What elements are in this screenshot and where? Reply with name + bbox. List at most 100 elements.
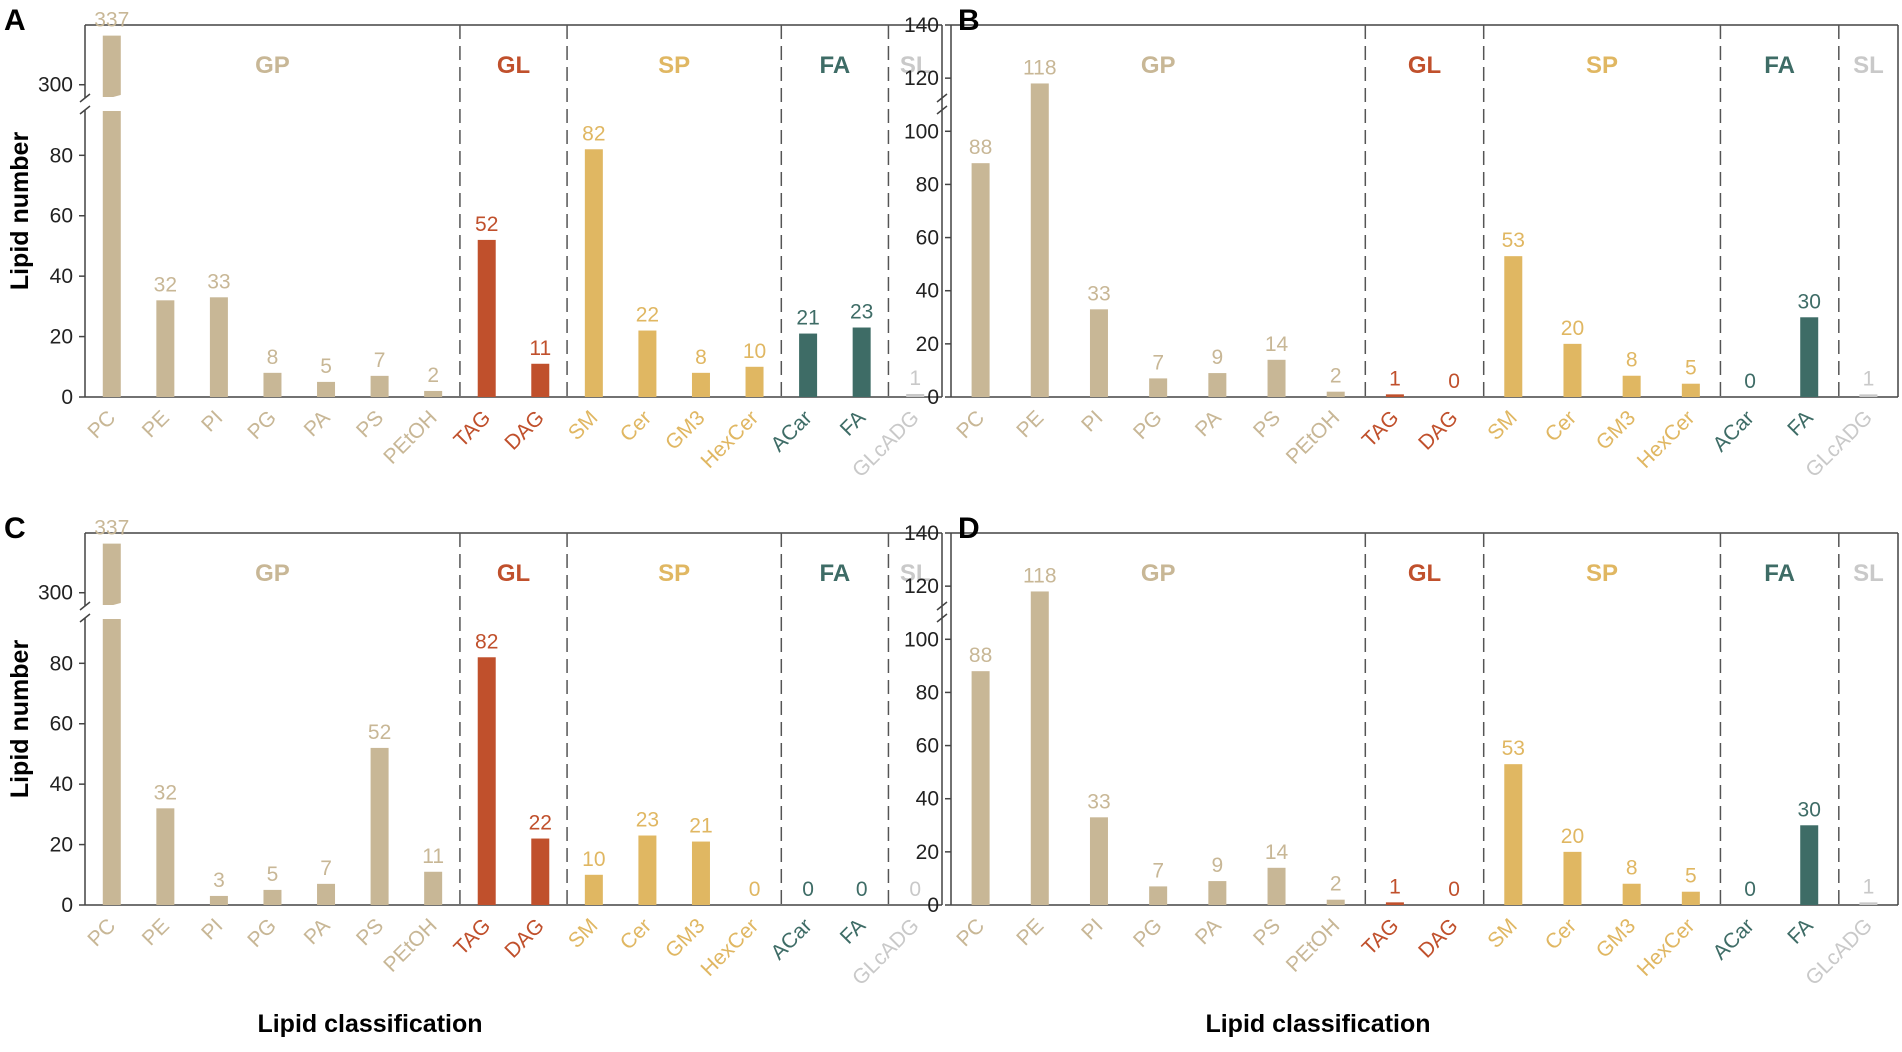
category-label-pg: PG	[1129, 406, 1167, 444]
panel-letter: C	[4, 512, 26, 545]
category-label-ps: PS	[1249, 914, 1285, 950]
bar-glcadg	[1859, 394, 1878, 397]
category-label-tag: TAG	[1358, 914, 1404, 960]
value-label-glcadg: 1	[909, 367, 921, 390]
bar-tag	[477, 239, 496, 397]
y-tick-label: 300	[38, 582, 73, 605]
bar-fa	[852, 327, 871, 397]
bar-tag	[1385, 394, 1404, 397]
value-label-tag: 52	[475, 213, 498, 236]
category-label-pe: PE	[138, 914, 174, 950]
category-label-fa: FA	[836, 914, 870, 948]
value-label-pc: 337	[94, 9, 129, 32]
bar-cer	[1563, 851, 1582, 905]
bar-dag	[531, 363, 550, 397]
category-label-pi: PI	[1077, 406, 1107, 436]
value-label-gm3: 8	[695, 346, 707, 369]
y-tick-label: 300	[38, 74, 73, 97]
bar-hexcer	[1681, 891, 1700, 905]
bar-pg	[1149, 886, 1168, 905]
bar-dag	[531, 838, 550, 905]
value-label-tag: 82	[475, 630, 498, 653]
value-label-pe: 118	[1023, 56, 1056, 79]
category-label-ps: PS	[352, 914, 388, 950]
category-label-pi: PI	[197, 406, 227, 436]
bar-petoh	[1326, 899, 1345, 905]
axis-break-mark-right	[936, 93, 948, 115]
y-tick-label: 20	[50, 326, 73, 349]
category-label-pa: PA	[1191, 406, 1226, 441]
y-tick-label: 0	[61, 386, 73, 409]
bar-pe	[156, 300, 175, 397]
value-label-sm: 53	[1502, 737, 1525, 760]
bar-ps	[370, 747, 389, 905]
group-label-sl: SL	[900, 52, 931, 79]
y-tick-label: 80	[50, 144, 73, 167]
group-label-sp: SP	[658, 52, 690, 79]
value-label-hexcer: 10	[743, 340, 766, 363]
y-tick-label: 0	[927, 386, 939, 409]
category-label-dag: DAG	[1414, 914, 1462, 962]
value-label-ps: 14	[1265, 841, 1289, 864]
value-label-hexcer: 0	[749, 878, 761, 901]
category-label-ps: PS	[1249, 406, 1285, 442]
value-label-tag: 1	[1389, 875, 1401, 898]
bar-break-edge	[100, 602, 124, 612]
value-label-pg: 7	[1152, 859, 1164, 882]
value-label-pc: 88	[969, 644, 992, 667]
value-label-cer: 22	[636, 304, 659, 327]
group-label-sp: SP	[658, 560, 690, 587]
bar-pi	[1089, 817, 1108, 905]
axis-break-mark	[79, 93, 91, 115]
category-label-hexcer: HexCer	[1633, 914, 1700, 981]
value-label-pe: 32	[154, 781, 177, 804]
bar-petoh	[1326, 391, 1345, 397]
group-label-gp: GP	[255, 52, 290, 79]
category-label-pe: PE	[1012, 914, 1048, 950]
bar-glcadg	[1859, 902, 1878, 905]
panel-letter: A	[4, 4, 26, 37]
x-axis-title-left: Lipid classification	[257, 1010, 482, 1038]
value-label-sm: 53	[1502, 229, 1525, 252]
value-label-pi: 33	[1087, 790, 1110, 813]
value-label-dag: 22	[529, 812, 552, 835]
category-label-petoh: PEtOH	[1282, 406, 1344, 468]
bar-sm	[584, 874, 603, 905]
x-axis-title-right: Lipid classification	[1205, 1010, 1430, 1038]
category-label-gm3: GM3	[1592, 914, 1640, 962]
category-label-cer: Cer	[1541, 914, 1581, 954]
axis-break-mark-right	[936, 601, 948, 623]
group-label-gl: GL	[1408, 52, 1441, 79]
bar-fa	[1800, 317, 1819, 397]
category-label-gm3: GM3	[661, 406, 709, 454]
y-tick-label: 140	[904, 14, 939, 37]
value-label-sm: 82	[582, 122, 605, 145]
category-label-fa: FA	[1783, 914, 1817, 948]
category-label-pc: PC	[952, 406, 989, 443]
bar-pg	[263, 372, 282, 397]
bar-glcadg	[906, 393, 925, 397]
category-label-acar: ACar	[767, 406, 817, 456]
value-label-acar: 21	[796, 307, 819, 330]
category-label-gm3: GM3	[1592, 406, 1640, 454]
bar-break-edge	[100, 94, 124, 104]
value-label-gm3: 8	[1626, 349, 1638, 372]
category-label-pi: PI	[197, 914, 227, 944]
y-tick-label: 140	[904, 522, 939, 545]
bar-pc	[971, 671, 990, 905]
y-tick-label: 40	[916, 788, 939, 811]
group-label-gp: GP	[1141, 560, 1176, 587]
value-label-dag: 11	[529, 337, 551, 360]
y-axis-label: Lipid number	[6, 640, 34, 799]
category-label-pg: PG	[243, 406, 281, 444]
category-label-sm: SM	[1483, 914, 1522, 953]
panel-letter: D	[958, 512, 980, 545]
bar-pa	[317, 381, 336, 397]
bar-acar	[799, 333, 818, 397]
bar-hexcer	[745, 366, 764, 397]
group-label-sl: SL	[1853, 52, 1884, 79]
y-tick-label: 120	[904, 575, 939, 598]
